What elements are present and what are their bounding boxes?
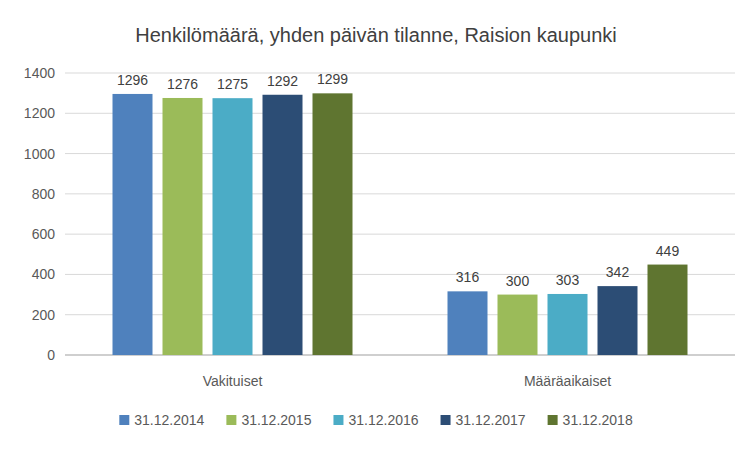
data-label: 1299 [317, 71, 348, 87]
y-tick-label: 600 [32, 226, 56, 242]
data-label: 342 [606, 264, 630, 280]
grid-line [65, 73, 735, 74]
bar [163, 98, 203, 355]
data-label: 449 [656, 243, 680, 259]
y-tick-label: 200 [32, 307, 56, 323]
chart: Henkilömäärä, yhden päivän tilanne, Rais… [0, 0, 752, 452]
legend-swatch [441, 415, 451, 425]
y-tick-label: 0 [47, 347, 55, 363]
y-tick-label: 800 [32, 186, 56, 202]
y-tick-label: 1200 [24, 105, 55, 121]
data-label: 1296 [117, 72, 148, 88]
background [0, 0, 752, 452]
legend-label: 31.12.2016 [348, 412, 418, 428]
bar [448, 291, 488, 355]
y-tick-label: 1000 [24, 146, 55, 162]
y-tick-label: 400 [32, 266, 56, 282]
legend-swatch [119, 415, 129, 425]
data-labels: 1296 1276 1275 1292 1299 316 300 303 342 449 [117, 71, 679, 288]
legend: 31.12.2014 31.12.2015 31.12.2016 31.12.2017… [119, 412, 633, 428]
legend-item: 31.12.2018 [548, 412, 633, 428]
legend-label: 31.12.2018 [563, 412, 633, 428]
legend-item: 31.12.2015 [226, 412, 311, 428]
legend-item: 31.12.2016 [333, 412, 418, 428]
data-label: 1275 [217, 76, 248, 92]
data-label: 303 [556, 272, 580, 288]
bar [498, 295, 538, 355]
x-tick-label: Määräaikaiset [524, 373, 611, 389]
legend-item: 31.12.2014 [119, 412, 204, 428]
legend-swatch [548, 415, 558, 425]
legend-label: 31.12.2017 [456, 412, 526, 428]
bar [213, 98, 253, 355]
legend-swatch [333, 415, 343, 425]
legend-label: 31.12.2014 [134, 412, 204, 428]
legend-label: 31.12.2015 [241, 412, 311, 428]
data-label: 1276 [167, 76, 198, 92]
title: Henkilömäärä, yhden päivän tilanne, Rais… [135, 24, 616, 46]
data-label: 300 [506, 273, 530, 289]
bar [313, 93, 353, 355]
bars [113, 93, 688, 355]
bar [598, 286, 638, 355]
bar [548, 294, 588, 355]
bar [113, 94, 153, 355]
data-label: 316 [456, 269, 480, 285]
bar [263, 95, 303, 355]
legend-item: 31.12.2017 [441, 412, 526, 428]
y-tick-label: 1400 [24, 65, 55, 81]
x-tick-label: Vakituiset [203, 373, 263, 389]
data-label: 1292 [267, 73, 298, 89]
legend-swatch [226, 415, 236, 425]
bar [648, 265, 688, 355]
